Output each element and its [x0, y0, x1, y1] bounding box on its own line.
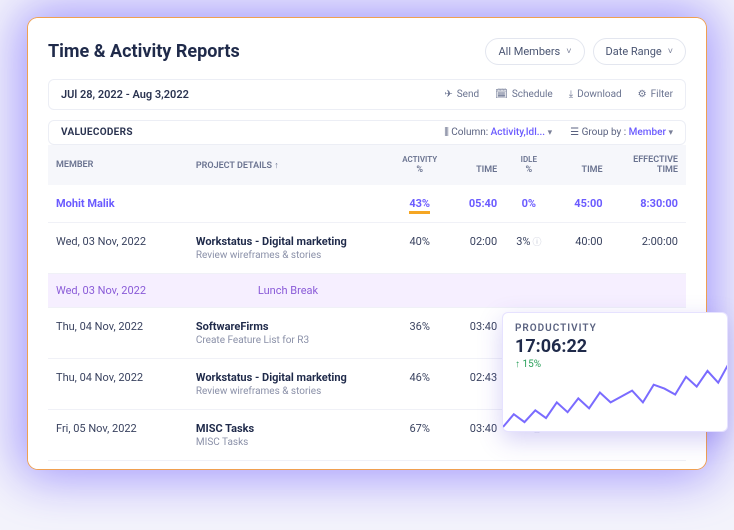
chevron-down-icon: ˅ [668, 46, 673, 57]
col-idle-pct[interactable]: IDLE % [505, 145, 552, 185]
columns-icon: ⫼ [444, 127, 449, 138]
task-name: MISC Tasks [196, 437, 384, 448]
send-icon: ✈ [444, 89, 452, 100]
productivity-label: PRODUCTIVITY [515, 323, 715, 334]
chevron-down-icon: ▾ [548, 128, 553, 138]
project-title: MISC Tasks [196, 422, 384, 435]
task-name: Review wireframes & stories [196, 250, 384, 261]
info-icon: ⓘ [532, 238, 541, 248]
members-filter[interactable]: All Members ˅ [485, 38, 584, 65]
toolbar: JUl 28, 2022 - Aug 3,2022 ✈ Send 🗓 Sched… [48, 79, 686, 110]
summary-row[interactable]: Mohit Malik 43% 05:40 0% 45:00 8:30:00 [48, 185, 686, 223]
download-button[interactable]: ⤓ Download [569, 89, 622, 100]
calendar-icon: 🗓 [495, 89, 508, 100]
group-by-selector[interactable]: ☰ Group by : Member ▾ [570, 127, 673, 138]
break-row: Wed, 03 Nov, 2022 Lunch Break [48, 274, 686, 308]
date-range-filter[interactable]: Date Range ˅ [593, 38, 686, 65]
column-selector[interactable]: ⫼ Column: Activity,Idl... ▾ [444, 127, 552, 138]
productivity-sparkline [503, 359, 728, 431]
date-range-text: JUl 28, 2022 - Aug 3,2022 [61, 88, 189, 101]
col-effective[interactable]: EFFECTIVE TIME [611, 145, 686, 185]
task-name: Review wireframes & stories [196, 386, 384, 397]
download-icon: ⤓ [569, 89, 573, 100]
col-activity-time[interactable]: TIME [447, 145, 505, 185]
sub-toolbar: VALUECODERS ⫼ Column: Activity,Idl... ▾ … [48, 120, 686, 145]
sort-asc-icon: ↑ [274, 161, 279, 171]
filter-button[interactable]: ⚙ Filter [638, 89, 673, 100]
schedule-button[interactable]: 🗓 Schedule [495, 89, 553, 100]
filter-icon: ⚙ [638, 89, 647, 100]
project-title: Workstatus - Digital marketing [196, 235, 384, 248]
task-name: Create Feature List for R3 [196, 335, 384, 346]
date-filter-label: Date Range [606, 45, 662, 58]
col-project[interactable]: PROJECT DETAILS ↑ [188, 145, 392, 185]
col-member[interactable]: MEMBER [48, 145, 188, 185]
productivity-card: PRODUCTIVITY 17:06:22 ↑ 15% [502, 312, 728, 432]
member-name: Mohit Malik [48, 185, 188, 223]
chevron-down-icon: ˅ [566, 46, 571, 57]
send-button[interactable]: ✈ Send [444, 89, 479, 100]
productivity-value: 17:06:22 [515, 336, 715, 357]
project-title: SoftwareFirms [196, 320, 384, 333]
col-idle-time[interactable]: TIME [553, 145, 611, 185]
table-row[interactable]: Wed, 03 Nov, 2022 Workstatus - Digital m… [48, 223, 686, 274]
chevron-down-icon: ▾ [668, 128, 673, 138]
page-title: Time & Activity Reports [48, 41, 240, 62]
members-filter-label: All Members [498, 45, 560, 58]
project-title: Workstatus - Digital marketing [196, 371, 384, 384]
org-name: VALUECODERS [61, 127, 133, 138]
header-row: Time & Activity Reports All Members ˅ Da… [48, 38, 686, 65]
col-activity-pct[interactable]: ACTIVITY % [392, 145, 447, 185]
group-icon: ☰ [570, 127, 579, 138]
